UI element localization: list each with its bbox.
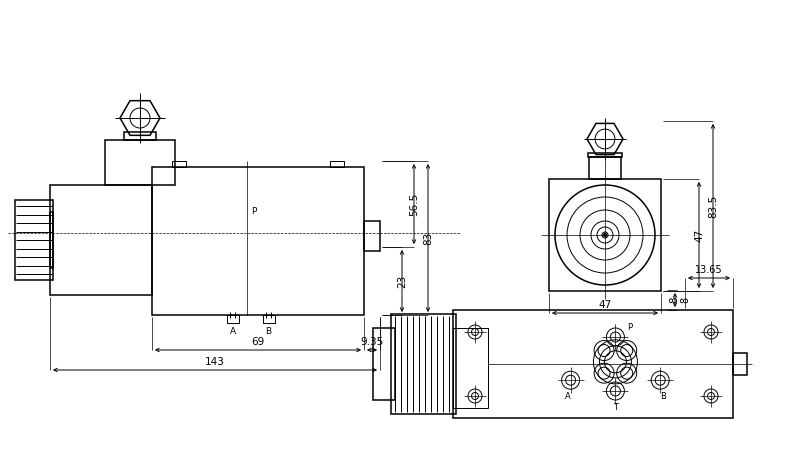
Text: 69: 69 <box>251 337 265 347</box>
Text: P: P <box>251 207 257 216</box>
Text: 143: 143 <box>205 357 225 367</box>
Bar <box>330 161 344 167</box>
Bar <box>453 310 733 418</box>
Text: B: B <box>660 392 666 401</box>
Bar <box>105 140 175 185</box>
Text: 13.65: 13.65 <box>695 265 723 275</box>
Bar <box>50 212 53 268</box>
Text: A: A <box>230 328 236 337</box>
Text: 56.5: 56.5 <box>409 193 419 216</box>
Text: 83.5: 83.5 <box>708 194 718 218</box>
Text: 47: 47 <box>694 229 704 242</box>
Bar <box>172 161 186 167</box>
Bar <box>391 314 456 414</box>
Bar <box>15 200 53 280</box>
Bar <box>453 328 488 408</box>
Bar <box>549 179 661 291</box>
Bar <box>124 132 156 140</box>
Bar <box>588 153 622 157</box>
Text: 47: 47 <box>598 300 612 310</box>
Bar <box>262 315 274 323</box>
Bar <box>733 353 747 375</box>
Bar <box>589 157 621 179</box>
Text: P: P <box>627 323 633 332</box>
Text: B: B <box>266 328 272 337</box>
Circle shape <box>603 234 606 237</box>
Bar <box>364 221 380 251</box>
Text: 23: 23 <box>397 274 407 288</box>
Text: 8: 8 <box>680 297 690 303</box>
Bar <box>152 167 364 315</box>
Text: 9.35: 9.35 <box>360 337 384 347</box>
Text: T: T <box>613 403 618 412</box>
Bar <box>50 185 152 295</box>
Text: 83: 83 <box>423 231 433 245</box>
Bar <box>373 328 395 400</box>
Text: A: A <box>565 392 570 401</box>
Bar <box>226 315 238 323</box>
Text: 8: 8 <box>669 297 679 303</box>
